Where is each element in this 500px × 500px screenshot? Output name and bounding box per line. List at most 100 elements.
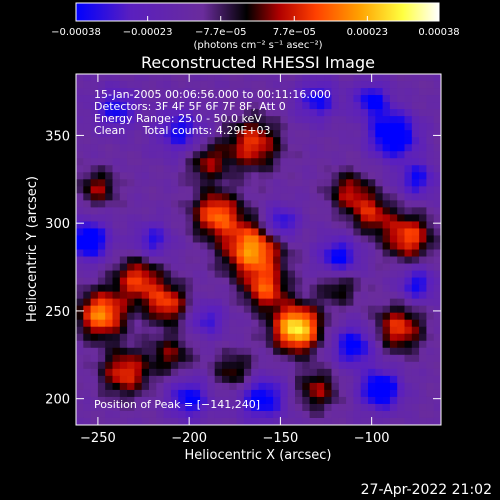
heatmap-cell [207,326,216,335]
heatmap-cell [368,389,376,398]
heatmap-cell [397,382,405,391]
heatmap-cell [83,284,91,293]
heatmap-cell [105,396,113,405]
heatmap-cell [141,354,150,363]
heatmap-cell [360,193,369,201]
heatmap-cell [404,375,413,384]
heatmap-cell [411,326,420,335]
heatmap-cell [433,270,442,278]
heatmap-cell [156,277,164,285]
peak-position-label: Position of Peak = [−141,240] [94,398,260,411]
heatmap-cell [127,193,135,201]
heatmap-cell [243,312,252,321]
heatmap-cell [360,298,369,307]
heatmap-cell [426,130,435,138]
heatmap-cell [170,207,179,215]
heatmap-cell [251,137,259,145]
heatmap-cell [243,158,252,166]
heatmap-cell [243,242,252,250]
heatmap-cell [141,403,150,412]
heatmap-cell [178,214,186,222]
heatmap-cell [346,151,354,159]
heatmap-cell [426,207,435,215]
heatmap-cell [134,200,143,208]
heatmap-cell [222,333,230,342]
heatmap-cell [360,305,369,314]
heatmap-cell [382,361,391,370]
heatmap-cell [433,172,442,180]
heatmap-cell [134,333,143,342]
heatmap-cell [90,361,99,370]
heatmap-cell [251,333,259,342]
heatmap-cell [127,228,135,236]
heatmap-cell [273,123,281,131]
heatmap-cell [419,326,427,335]
heatmap-cell [331,235,340,243]
heatmap-cell [90,256,99,264]
heatmap-cell [236,207,245,215]
heatmap-cell [134,410,143,419]
heatmap-cell [273,242,281,250]
heatmap-cell [149,284,157,293]
heatmap-cell [316,354,325,363]
heatmap-cell [346,354,354,363]
heatmap-cell [156,319,164,328]
heatmap-cell [280,319,289,328]
heatmap-cell [243,291,252,300]
heatmap-cell [141,193,150,201]
heatmap-cell [287,382,296,391]
heatmap-cell [178,312,186,321]
heatmap-cell [214,305,223,314]
heatmap-cell [324,228,332,236]
heatmap-cell [192,88,201,96]
heatmap-cell [127,354,135,363]
heatmap-cell [397,116,405,124]
heatmap-cell [280,102,289,110]
heatmap-cell [251,312,259,321]
heatmap-cell [346,186,354,194]
heatmap-cell [397,109,405,117]
heatmap-cell [316,137,325,145]
heatmap-cell [229,375,237,384]
heatmap-cell [214,277,223,285]
heatmap-cell [170,382,179,391]
heatmap-cell [433,319,442,328]
heatmap-cell [338,81,347,89]
heatmap-cell [200,368,208,377]
heatmap-cell [229,193,237,201]
heatmap-cell [163,347,172,356]
heatmap-cell [214,179,223,187]
heatmap-cell [127,375,135,384]
heatmap-cell [127,382,135,391]
heatmap-cell [222,396,230,405]
heatmap-cell [346,410,354,419]
heatmap-cell [185,81,194,89]
heatmap-cell [397,123,405,131]
heatmap-cell [214,340,223,349]
heatmap-cell [287,354,296,363]
heatmap-cell [309,403,318,412]
heatmap-cell [178,88,186,96]
heatmap-cell [324,340,332,349]
heatmap-cell [83,151,91,159]
heatmap-cell [295,291,303,300]
heatmap-cell [338,368,347,377]
heatmap-cell [309,200,318,208]
heatmap-cell [243,74,252,82]
heatmap-cell [324,130,332,138]
heatmap-cell [127,109,135,117]
plot-frame [75,73,442,426]
heatmap-cell [222,263,230,271]
heatmap-cell [309,410,318,419]
heatmap-cell [141,158,150,166]
heatmap-cell [185,263,194,271]
heatmap-cell [287,312,296,321]
heatmap-cell [149,242,157,250]
heatmap-cell [280,333,289,342]
heatmap-cell [127,207,135,215]
heatmap-cell [331,389,340,398]
heatmap-cell [316,102,325,110]
heatmap-cell [229,158,237,166]
heatmap-cell [200,305,208,314]
heatmap-cell [207,284,216,293]
